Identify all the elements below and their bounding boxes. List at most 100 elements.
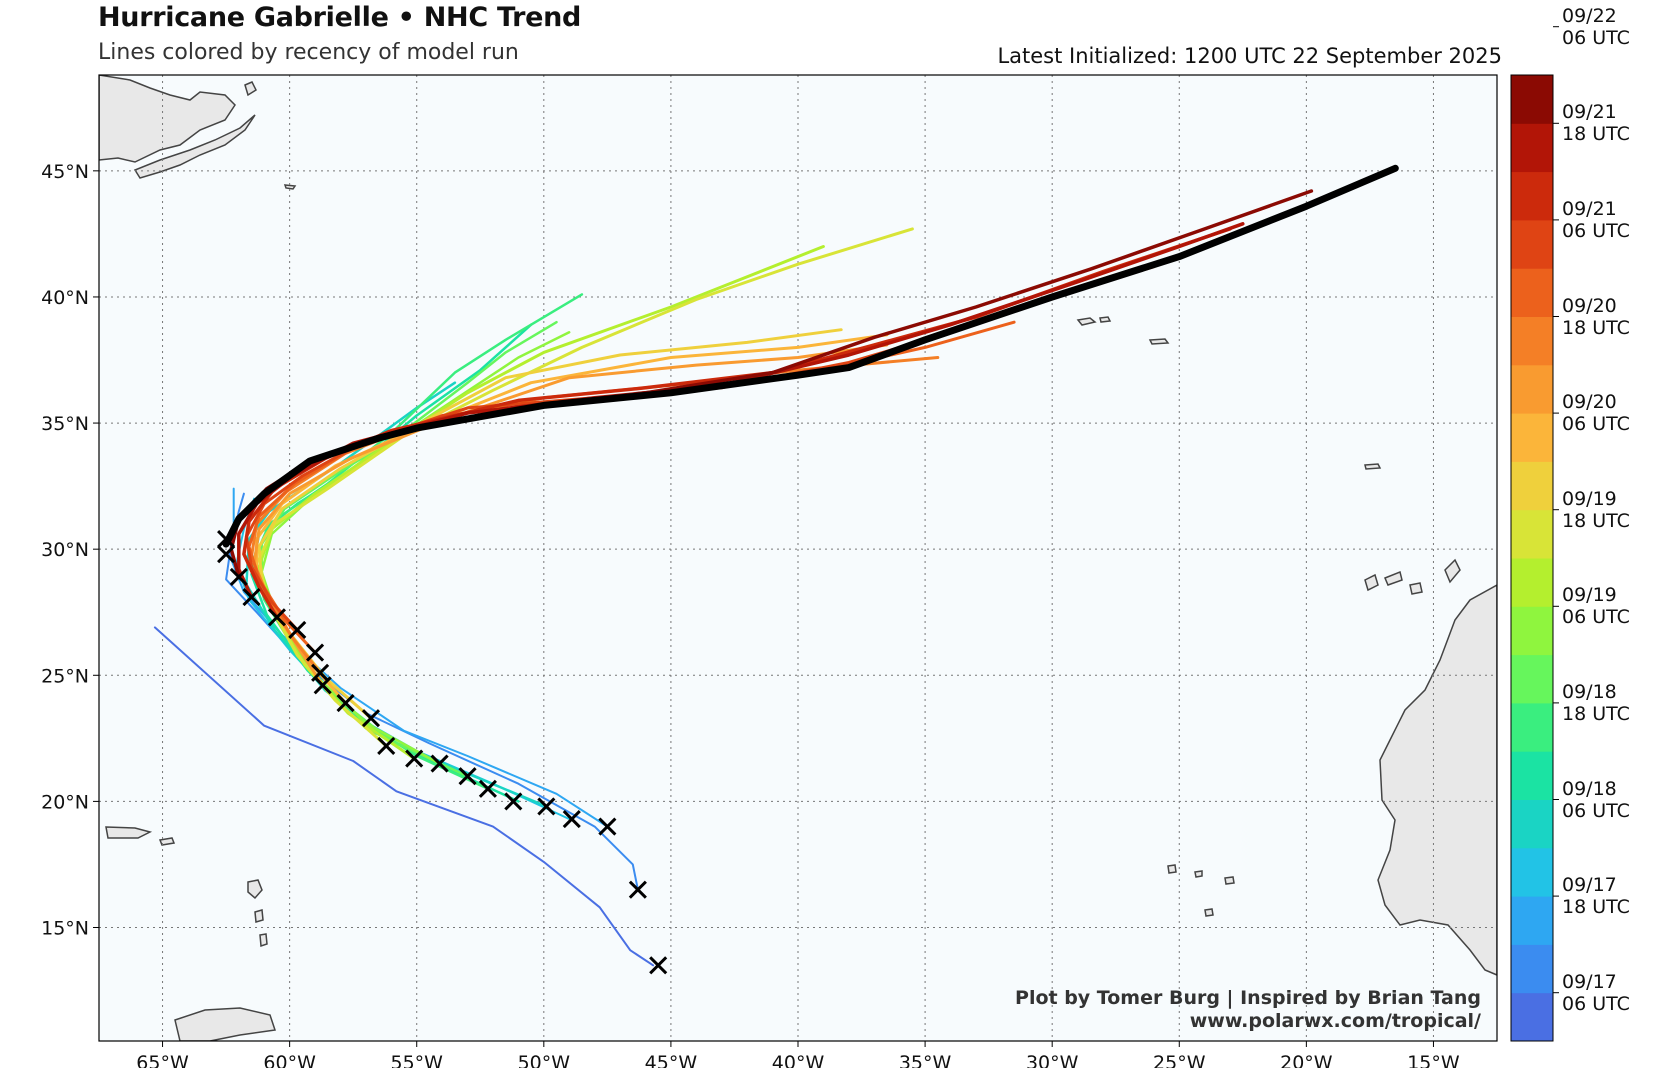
longitude-label: 65°W xyxy=(136,1052,189,1068)
land-guadeloupe xyxy=(247,879,263,900)
colorbar-label: 09/17 06 UTC xyxy=(1562,971,1630,1015)
colorbar-label-time: 06 UTC xyxy=(1562,26,1630,49)
land-azores-2 xyxy=(1099,316,1112,323)
storm-position-marker xyxy=(598,817,617,836)
model-track-10 xyxy=(257,227,914,748)
credit-url[interactable]: www.polarwx.com/tropical/ xyxy=(1189,1010,1481,1032)
storm-position-marker xyxy=(458,767,477,786)
land-sable-island xyxy=(283,184,297,190)
storm-position-markers xyxy=(217,530,668,975)
longitude-label: 35°W xyxy=(899,1052,952,1068)
land-cape-verde-2 xyxy=(1194,870,1203,878)
latitude-label: 35°N xyxy=(41,413,89,435)
longitude-label: 60°W xyxy=(263,1052,316,1068)
chart-title: Hurricane Gabrielle • NHC Trend xyxy=(98,2,582,33)
colorbar-segment xyxy=(1511,219,1553,269)
latitude-label: 15°N xyxy=(41,918,89,940)
land-azores-1 xyxy=(1076,317,1097,326)
land-dominica xyxy=(254,909,264,923)
land-maritimes xyxy=(99,75,236,163)
latest-track-layer xyxy=(222,164,1399,548)
colorbar-label-date: 09/17 xyxy=(1562,970,1617,993)
storm-position-marker xyxy=(217,530,236,549)
land-layer xyxy=(99,75,1497,1041)
colorbar-segment xyxy=(1511,364,1553,414)
storm-position-marker xyxy=(649,956,668,975)
longitude-label: 40°W xyxy=(772,1052,825,1068)
colorbar-segment xyxy=(1511,847,1553,897)
colorbar-segment xyxy=(1511,558,1553,607)
storm-position-marker xyxy=(405,749,424,768)
colorbar-label: 09/19 18 UTC xyxy=(1562,488,1630,532)
land-cape-verde-1 xyxy=(1167,864,1177,874)
latitude-label: 40°N xyxy=(41,287,89,309)
colorbar-label-date: 09/21 xyxy=(1562,197,1617,220)
colorbar-label-date: 09/22 xyxy=(1562,4,1617,27)
colorbar-segment xyxy=(1511,316,1553,366)
colorbar-label-time: 06 UTC xyxy=(1562,606,1630,629)
storm-position-marker xyxy=(267,608,286,627)
colorbar-segment xyxy=(1511,171,1553,221)
colorbar-segment xyxy=(1511,799,1553,849)
latitude-label: 25°N xyxy=(41,665,89,687)
latitude-label: 30°N xyxy=(41,539,89,561)
colorbar-label-time: 18 UTC xyxy=(1562,316,1630,339)
land-south-america xyxy=(174,1007,276,1041)
longitude-label: 20°W xyxy=(1280,1052,1333,1068)
colorbar-label-date: 09/20 xyxy=(1562,391,1617,414)
colorbar-label: 09/20 18 UTC xyxy=(1562,295,1630,339)
land-canary-3 xyxy=(1409,582,1423,595)
credit-author: Plot by Tomer Burg | Inspired by Brian T… xyxy=(1015,987,1481,1009)
storm-position-marker xyxy=(311,663,330,682)
storm-position-marker xyxy=(288,620,307,639)
colorbar-label-time: 06 UTC xyxy=(1562,219,1630,242)
colorbar-label-time: 18 UTC xyxy=(1562,509,1630,532)
latitude-label: 20°N xyxy=(41,791,89,813)
longitude-label: 45°W xyxy=(645,1052,698,1068)
storm-position-marker xyxy=(217,545,236,564)
storm-position-marker xyxy=(430,754,449,773)
storm-position-marker xyxy=(478,779,497,798)
colorbar-segment xyxy=(1511,123,1553,173)
colorbar-segment xyxy=(1511,654,1553,704)
colorbar-label: 09/18 18 UTC xyxy=(1562,681,1630,725)
storm-position-marker xyxy=(361,709,381,728)
longitude-label: 15°W xyxy=(1407,1052,1460,1068)
colorbar-segment xyxy=(1511,268,1553,317)
latitude-labels: 15°N 20°N 25°N 30°N 35°N 40°N 45°N xyxy=(41,161,89,940)
chart-subtitle: Lines colored by recency of model run xyxy=(98,40,519,65)
map-frame xyxy=(98,74,1498,1042)
longitude-label: 50°W xyxy=(518,1052,571,1068)
land-martinique xyxy=(259,933,268,948)
colorbar-label-time: 18 UTC xyxy=(1562,123,1630,146)
colorbar-label: 09/21 18 UTC xyxy=(1562,101,1630,145)
storm-position-marker xyxy=(562,809,581,829)
land-madeira xyxy=(1364,463,1382,470)
colorbar-segment xyxy=(1511,606,1553,656)
colorbar-label-date: 09/20 xyxy=(1562,294,1617,317)
longitude-label: 25°W xyxy=(1153,1052,1206,1068)
land-pei xyxy=(244,81,257,97)
storm-position-marker xyxy=(537,797,556,816)
longitude-label: 55°W xyxy=(390,1052,443,1068)
colorbar-label: 09/22 06 UTC xyxy=(1562,5,1630,49)
storm-position-marker xyxy=(628,880,647,899)
colorbar-segment xyxy=(1511,509,1553,559)
colorbar-segment xyxy=(1511,461,1553,511)
land-virgin-islands xyxy=(158,837,176,846)
colorbar-segment xyxy=(1511,702,1553,752)
land-canary-2 xyxy=(1384,570,1403,586)
colorbar-label-date: 09/21 xyxy=(1562,101,1617,124)
colorbar-label-time: 06 UTC xyxy=(1562,799,1630,822)
colorbar-segment xyxy=(1511,751,1553,800)
colorbar-label: 09/21 06 UTC xyxy=(1562,198,1630,242)
colorbar-label-time: 18 UTC xyxy=(1562,702,1630,725)
storm-position-marker xyxy=(504,792,523,811)
land-canary-1 xyxy=(1364,573,1379,592)
storm-position-marker xyxy=(305,643,325,662)
land-cape-verde-4 xyxy=(1204,908,1214,917)
longitude-labels: 65°W 60°W 55°W 50°W 45°W 40°W 35°W 30°W 25°W 20°W… xyxy=(136,1052,1460,1068)
colorbar-segment xyxy=(1511,75,1553,124)
colorbar-frame xyxy=(1510,74,1554,1042)
